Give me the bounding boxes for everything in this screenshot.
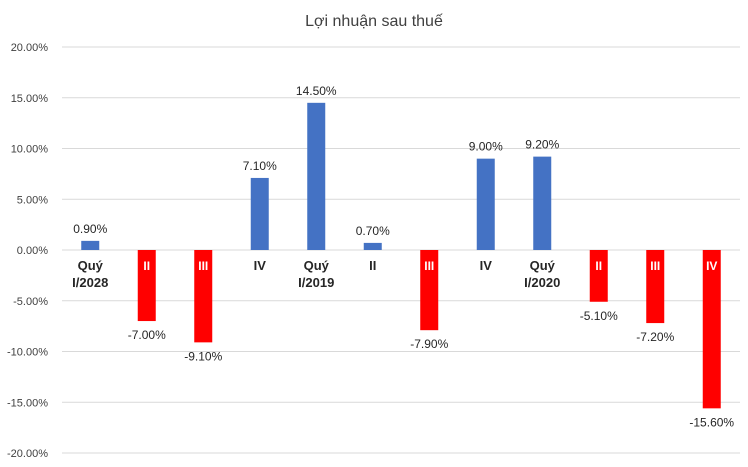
data-label: 9.20% xyxy=(525,138,559,152)
category-label: IV xyxy=(254,258,267,273)
data-label: -9.10% xyxy=(184,349,222,363)
bar xyxy=(702,250,721,409)
y-tick-label: -10.00% xyxy=(7,347,48,359)
category-label: III xyxy=(424,259,434,273)
bar xyxy=(81,240,100,250)
y-tick-label: -5.00% xyxy=(13,296,48,308)
y-tick-label: -20.00% xyxy=(7,448,48,460)
category-label: II xyxy=(595,259,602,273)
category-label: Quý I/2028 xyxy=(72,258,108,290)
data-label: 0.90% xyxy=(73,222,107,236)
category-label: II xyxy=(369,258,376,273)
category-label: Quý I/2020 xyxy=(524,258,560,290)
data-label: 14.50% xyxy=(296,84,337,98)
bars xyxy=(81,102,721,409)
y-tick-label: -15.00% xyxy=(7,397,48,409)
category-label: Quý I/2019 xyxy=(298,258,334,290)
data-label: 0.70% xyxy=(356,224,390,238)
category-label: II xyxy=(143,259,150,273)
bar xyxy=(476,158,495,250)
data-label: 9.00% xyxy=(469,140,503,154)
bar xyxy=(533,156,552,250)
gridlines xyxy=(62,46,740,454)
data-label: -7.20% xyxy=(636,330,674,344)
category-label: IV xyxy=(480,258,493,273)
y-tick-label: 10.00% xyxy=(11,144,49,156)
y-tick-label: 20.00% xyxy=(11,42,49,54)
category-label: IV xyxy=(706,259,717,273)
category-label: III xyxy=(198,259,208,273)
data-label: -7.00% xyxy=(128,328,166,342)
data-label: -15.60% xyxy=(689,415,734,429)
bar xyxy=(589,250,608,302)
bar xyxy=(137,250,156,322)
bar xyxy=(250,177,269,250)
bar xyxy=(363,242,382,250)
category-label: III xyxy=(650,259,660,273)
y-tick-label: 0.00% xyxy=(17,245,48,257)
data-label: 7.10% xyxy=(243,159,277,173)
bar xyxy=(420,250,439,331)
bar xyxy=(194,250,213,343)
y-tick-label: 5.00% xyxy=(17,194,48,206)
data-label: -5.10% xyxy=(580,309,618,323)
bar xyxy=(646,250,665,324)
y-axis: 20.00% 15.00% 10.00% 5.00% 0.00% -5.00% -10.00… xyxy=(7,42,48,460)
data-labels: 0.90% -7.00% -9.10% 7.10% 14.50% 0.70% -7.90% 9… xyxy=(73,84,734,430)
data-label: -7.90% xyxy=(410,337,448,351)
chart-title: Lợi nhuận sau thuế xyxy=(305,13,443,30)
bar xyxy=(307,102,326,250)
y-tick-label: 15.00% xyxy=(11,93,49,105)
